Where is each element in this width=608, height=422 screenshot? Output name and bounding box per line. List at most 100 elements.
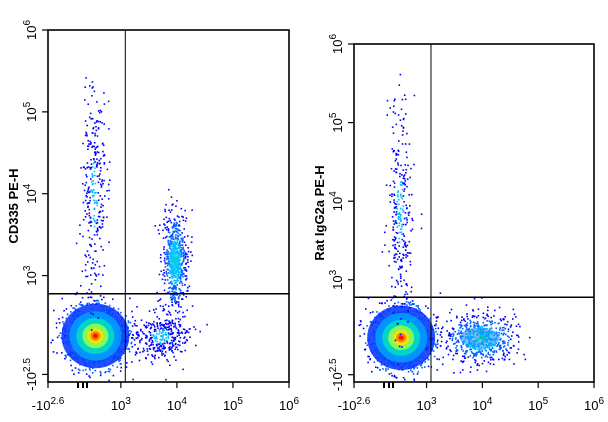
event-dot — [183, 259, 185, 261]
event-dot — [166, 217, 168, 219]
event-dot — [400, 334, 402, 336]
event-dot — [400, 260, 402, 262]
event-dot — [90, 178, 92, 180]
event-dot — [401, 228, 403, 230]
event-dot — [414, 379, 416, 381]
event-dot — [401, 174, 403, 176]
event-dot — [405, 113, 407, 115]
event-dot — [84, 86, 86, 88]
event-dot — [456, 353, 458, 355]
event-dot — [507, 344, 509, 346]
event-dot — [93, 218, 95, 220]
event-dot — [89, 215, 91, 217]
event-dot — [179, 311, 181, 313]
event-dot — [402, 254, 404, 256]
event-dot — [418, 371, 420, 373]
event-dot — [182, 283, 184, 285]
event-dot — [178, 224, 180, 226]
event-dot — [154, 355, 156, 357]
event-dot — [495, 328, 497, 330]
event-dot — [177, 215, 179, 217]
event-dot — [409, 205, 411, 207]
event-dot — [510, 326, 512, 328]
event-dot — [392, 227, 394, 229]
event-dot — [94, 234, 96, 236]
event-dot — [503, 333, 505, 335]
event-dot — [171, 209, 173, 211]
event-dot — [518, 341, 520, 343]
event-dot — [180, 250, 182, 252]
density-contour — [399, 335, 404, 340]
event-dot — [425, 305, 427, 307]
event-dot — [73, 373, 75, 375]
event-dot — [434, 356, 436, 358]
event-dot — [154, 358, 156, 360]
event-dot — [377, 367, 379, 369]
event-dot — [393, 312, 395, 314]
event-dot — [184, 242, 186, 244]
event-dot — [131, 311, 133, 313]
event-dot — [175, 348, 177, 350]
event-dot — [139, 340, 141, 342]
event-dot — [395, 171, 397, 173]
event-dot — [394, 261, 396, 263]
event-dot — [467, 325, 469, 327]
event-dot — [502, 319, 504, 321]
event-dot — [399, 212, 401, 214]
event-dot — [470, 371, 472, 373]
event-dot — [391, 286, 393, 288]
event-dot — [95, 300, 97, 302]
event-dot — [183, 257, 185, 259]
event-dot — [92, 175, 94, 177]
event-dot — [402, 99, 404, 101]
event-dot — [394, 255, 396, 257]
event-dot — [172, 344, 174, 346]
event-dot — [95, 153, 97, 155]
event-dot — [132, 379, 134, 381]
event-dot — [406, 208, 408, 210]
event-dot — [160, 257, 162, 259]
event-dot — [171, 301, 173, 303]
event-dot — [131, 331, 133, 333]
event-dot — [404, 164, 406, 166]
event-dot — [162, 348, 164, 350]
event-dot — [174, 224, 176, 226]
event-dot — [389, 373, 391, 375]
event-dot — [94, 226, 96, 228]
event-dot — [174, 222, 176, 224]
event-dot — [104, 195, 106, 197]
event-dot — [181, 274, 183, 276]
event-dot — [168, 240, 170, 242]
event-dot — [170, 249, 172, 251]
event-dot — [393, 170, 395, 172]
event-dot — [61, 352, 63, 354]
event-dot — [406, 270, 408, 272]
event-dot — [412, 229, 414, 231]
event-dot — [89, 117, 91, 119]
event-dot — [53, 310, 55, 312]
event-dot — [394, 223, 396, 225]
event-dot — [176, 328, 178, 330]
event-dot — [462, 328, 464, 330]
event-dot — [399, 222, 401, 224]
event-dot — [187, 262, 189, 264]
event-dot — [164, 343, 166, 345]
event-dot — [178, 335, 180, 337]
event-dot — [87, 140, 89, 142]
event-dot — [63, 310, 65, 312]
event-dot — [421, 213, 423, 215]
event-dot — [494, 322, 496, 324]
event-dot — [438, 359, 440, 361]
event-dot — [157, 324, 159, 326]
event-dot — [153, 347, 155, 349]
event-dot — [399, 253, 401, 255]
event-dot — [445, 342, 447, 344]
event-dot — [71, 305, 73, 307]
event-dot — [394, 240, 396, 242]
event-dot — [82, 183, 84, 185]
event-dot — [145, 357, 147, 359]
event-dot — [108, 380, 110, 382]
event-dot — [398, 218, 400, 220]
event-dot — [371, 371, 373, 373]
event-dot — [405, 245, 407, 247]
